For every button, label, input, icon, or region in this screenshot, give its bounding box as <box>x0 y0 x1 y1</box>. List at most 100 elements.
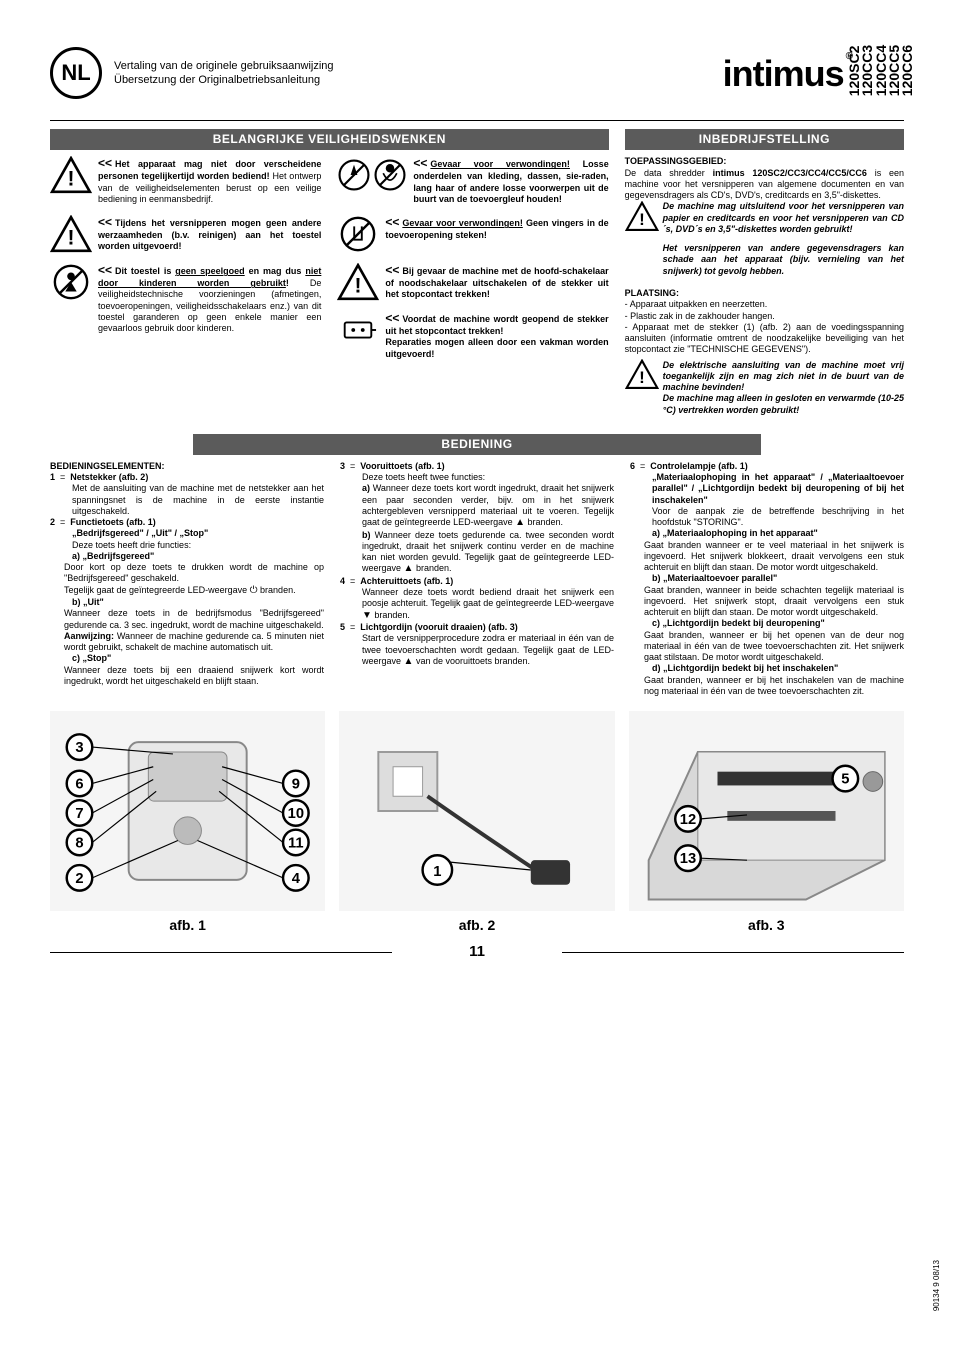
svg-text:!: ! <box>68 227 75 250</box>
placement-warn-1: De elektrische aansluiting van de machin… <box>663 360 904 394</box>
safety-col: BELANGRIJKE VEILIGHEIDSWENKEN ! <<Het ap… <box>50 129 609 424</box>
svg-text:12: 12 <box>679 812 695 828</box>
safety-title: BELANGRIJKE VEILIGHEIDSWENKEN <box>50 129 609 150</box>
ctrl-6a: a) „Materiaalophoping in het apparaat" <box>630 528 904 539</box>
page-header: NL Vertaling van de originele gebruiksaa… <box>50 40 904 106</box>
warn-5: <<Gevaar voor verwondingen! Geen vingers… <box>385 215 608 241</box>
brand-name: intimus® <box>723 51 852 96</box>
placement-warn-2: De machine mag alleen in gesloten en ver… <box>663 393 904 416</box>
ctrl-1-text: Met de aansluiting van de machine met de… <box>50 483 324 517</box>
op-col-3: 6 = Controlelampje (afb. 1) „Materiaalop… <box>630 461 904 697</box>
svg-text:!: ! <box>639 210 645 229</box>
figure-2: 1 afb. 2 <box>339 711 614 935</box>
ctrl-2-sub: „Bedrijfsgereed" / „Uit" / „Stop" <box>50 528 324 539</box>
ctrl-6c-p: Gaat branden, wanneer er bij het openen … <box>630 630 904 664</box>
ctrl-6b: b) „Materiaaltoevoer parallel" <box>630 573 904 584</box>
ctrl-6-sub: „Materiaalophoping in het apparaat" / „M… <box>630 472 904 506</box>
document-code: 90134 9 08/13 <box>932 1260 942 1311</box>
lang-code: NL <box>50 47 102 99</box>
safety-left: ! <<Het apparaat mag niet door verscheid… <box>50 156 321 370</box>
warn-7: <<Voordat de machine wordt geopend de st… <box>385 311 608 360</box>
power-led-icon: ⏻ <box>250 585 258 598</box>
ctrl-5-p: Start de versnipperprocedure zodra er ma… <box>340 633 614 668</box>
no-loose-items-icon <box>337 156 407 194</box>
top-row: BELANGRIJKE VEILIGHEIDSWENKEN ! <<Het ap… <box>50 129 904 424</box>
controls-heading: BEDIENINGSELEMENTEN: <box>50 461 324 472</box>
ctrl-2a: a) „Bedrijfsgereed" <box>50 551 324 562</box>
ctrl-4: 4 = Achteruittoets (afb. 1) <box>340 576 614 587</box>
svg-text:!: ! <box>639 368 645 387</box>
op-col-2: 3 = Vooruittoets (afb. 1) Deze toets hee… <box>340 461 614 697</box>
figure-2-caption: afb. 2 <box>459 917 496 935</box>
ctrl-2b: b) „Uit" <box>50 597 324 608</box>
no-fingers-icon <box>337 215 379 253</box>
svg-text:!: ! <box>68 168 75 191</box>
operation-title: BEDIENING <box>193 434 762 455</box>
warn-1: <<Het apparaat mag niet door verscheiden… <box>98 156 321 205</box>
svg-text:10: 10 <box>288 806 304 822</box>
ctrl-6d: d) „Lichtgordijn bedekt bij het inschake… <box>630 663 904 674</box>
svg-text:13: 13 <box>679 851 695 867</box>
figure-3-image: 5 12 13 <box>629 711 904 911</box>
svg-text:6: 6 <box>75 777 83 793</box>
header-line-2: Übersetzung der Originalbetriebsanleitun… <box>114 73 334 87</box>
warning-triangle-icon: ! <box>50 156 92 194</box>
commission-title: INBEDRIJFSTELLING <box>625 129 904 150</box>
figure-3: 5 12 13 afb. 3 <box>629 711 904 935</box>
warn-6: <<Bij gevaar de machine met de hoofd-sch… <box>385 263 608 301</box>
svg-text:7: 7 <box>75 806 83 822</box>
ctrl-5: 5 = Lichtgordijn (vooruit draaien) (afb.… <box>340 622 614 633</box>
forward-led-icon: ▲ <box>515 517 525 530</box>
warn-2: <<Tijdens het versnipperen mogen geen an… <box>98 215 321 253</box>
safety-right: <<Gevaar voor verwondingen! Losse onderd… <box>337 156 608 370</box>
brand-models: 120SC2 120CC3 120CC4 120CC5 120CC6 <box>848 50 914 96</box>
op-col-1: BEDIENINGSELEMENTEN: 1 = Netstekker (afb… <box>50 461 324 697</box>
ctrl-3: 3 = Vooruittoets (afb. 1) <box>340 461 614 472</box>
header-subtitle: Vertaling van de originele gebruiksaanwi… <box>114 59 334 88</box>
ctrl-2a-p2: Tegelijk gaat de geïntegreerde LED-weerg… <box>50 585 324 598</box>
figure-1: 3 6 7 8 2 9 10 11 4 <box>50 711 325 935</box>
commission-col: INBEDRIJFSTELLING TOEPASSINGSGEBIED: De … <box>625 129 904 424</box>
svg-text:11: 11 <box>288 836 304 852</box>
ctrl-4-p: Wanneer deze toets wordt bediend draait … <box>340 587 614 622</box>
warn-3: <<Dit toestel is geen speelgoed en mag d… <box>98 263 321 334</box>
figure-1-caption: afb. 1 <box>169 917 206 935</box>
warn-4: <<Gevaar voor verwondingen! Losse onderd… <box>413 156 608 205</box>
ctrl-2a-p1: Door kort op deze toets te drukken wordt… <box>50 562 324 585</box>
svg-text:2: 2 <box>75 871 83 887</box>
svg-text:4: 4 <box>292 871 301 887</box>
ctrl-2: 2 = Functietoets (afb. 1) <box>50 517 324 528</box>
svg-text:1: 1 <box>434 864 442 880</box>
scope-warn-2: Het versnipperen van andere gegevensdrag… <box>625 243 904 277</box>
svg-text:3: 3 <box>75 740 83 756</box>
unplug-icon <box>337 311 379 349</box>
scope-warn-1: De machine mag uitsluitend voor het vers… <box>663 201 904 235</box>
ctrl-2b-p1: Wanneer deze toets in de bedrijfsmodus "… <box>50 608 324 631</box>
warning-triangle-icon: ! <box>50 215 92 253</box>
warning-triangle-icon: ! <box>625 360 659 390</box>
ctrl-2b-p2: Aanwijzing: Wanneer de machine gedurende… <box>50 631 324 654</box>
svg-text:8: 8 <box>75 836 83 852</box>
page-number: 11 <box>50 943 904 962</box>
svg-text:!: ! <box>355 275 362 298</box>
warning-triangle-icon: ! <box>625 201 659 231</box>
ctrl-2-intro: Deze toets heeft drie functies: <box>50 540 324 551</box>
scope-heading: TOEPASSINGSGEBIED: <box>625 156 904 167</box>
no-children-icon <box>50 263 92 301</box>
reverse-led-icon: ▼ <box>362 610 372 623</box>
placement-2: - Plastic zak in de zakhouder hangen. <box>625 311 904 322</box>
header-line-1: Vertaling van de originele gebruiksaanwi… <box>114 59 334 73</box>
ctrl-6c: c) „Lichtgordijn bedekt bij deuropening" <box>630 618 904 629</box>
forward-led-icon: ▲ <box>404 656 414 669</box>
figure-1-image: 3 6 7 8 2 9 10 11 4 <box>50 711 325 911</box>
ctrl-3a: a) Wanneer deze toets kort wordt ingedru… <box>340 483 614 529</box>
placement-heading: PLAATSING: <box>625 288 904 299</box>
scope-text: De data shredder intimus 120SC2/CC3/CC4/… <box>625 168 904 202</box>
ctrl-6d-p: Gaat branden, wanneer er bij het inschak… <box>630 675 904 698</box>
operation-row: BEDIENINGSELEMENTEN: 1 = Netstekker (afb… <box>50 461 904 697</box>
ctrl-2c: c) „Stop" <box>50 653 324 664</box>
warning-triangle-icon: ! <box>337 263 379 301</box>
forward-led-icon: ▲ <box>404 563 414 576</box>
header-divider <box>50 120 904 121</box>
figure-2-image: 1 <box>339 711 614 911</box>
